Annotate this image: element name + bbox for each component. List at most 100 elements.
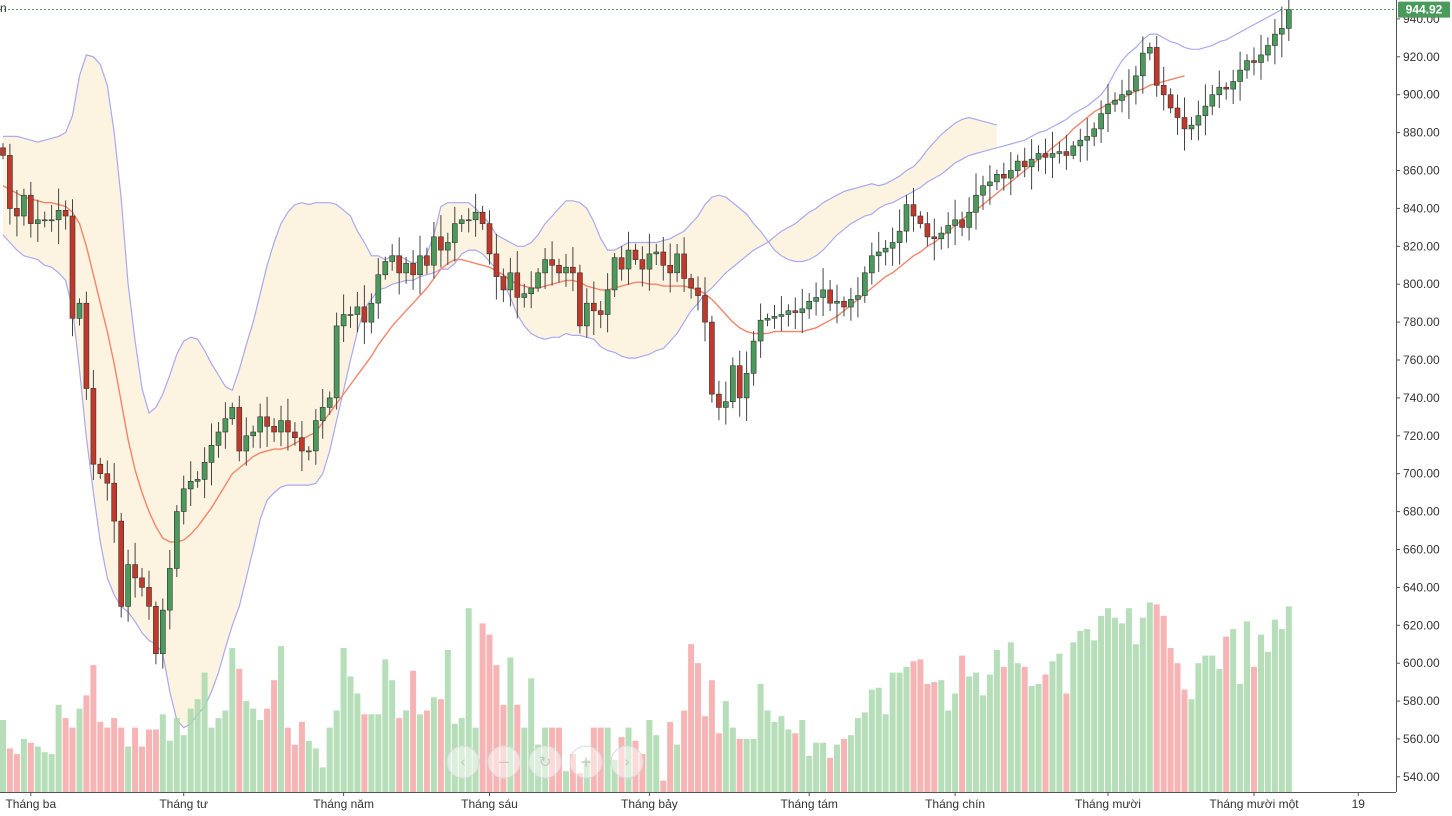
candle-body bbox=[1084, 136, 1090, 141]
candle-body bbox=[653, 251, 660, 255]
candle-body bbox=[347, 314, 354, 316]
candlestick bbox=[396, 237, 403, 295]
volume-bar bbox=[1230, 629, 1237, 792]
bollinger-upper-line bbox=[3, 8, 1283, 415]
candle-body bbox=[472, 211, 479, 221]
chart-navigation[interactable]: ‹ − ↻ + › bbox=[446, 745, 644, 779]
volume-bar bbox=[479, 623, 486, 792]
scroll-left-button[interactable]: ‹ bbox=[446, 745, 480, 779]
volume-bar bbox=[236, 668, 243, 792]
volume-bar bbox=[708, 680, 715, 792]
candle-body bbox=[451, 223, 458, 243]
bollinger-bands bbox=[2, 8, 1283, 729]
volume-bar bbox=[375, 714, 382, 792]
volume-bar bbox=[771, 721, 778, 792]
candlestick bbox=[590, 281, 597, 335]
price-tick-label: 780.00 bbox=[1403, 315, 1440, 329]
volume-bar bbox=[1264, 651, 1271, 792]
candle-body bbox=[1181, 117, 1188, 130]
candlestick bbox=[403, 256, 409, 284]
candle-body bbox=[882, 247, 889, 253]
volume-bar bbox=[764, 710, 771, 792]
candle-body bbox=[1070, 145, 1077, 156]
volume-bar bbox=[284, 727, 291, 792]
candlestick bbox=[104, 460, 111, 501]
candlestick bbox=[187, 461, 194, 506]
price-tick-label: 700.00 bbox=[1403, 467, 1440, 481]
volume-bar bbox=[333, 710, 340, 792]
candle-body bbox=[1244, 60, 1250, 71]
candle-body bbox=[424, 255, 430, 266]
volume-bar bbox=[62, 718, 69, 792]
candlestick bbox=[340, 294, 347, 342]
volume-bar bbox=[132, 727, 139, 792]
volume-bar bbox=[139, 746, 145, 792]
candlestick bbox=[472, 193, 479, 237]
volume-bar bbox=[1084, 629, 1091, 792]
scroll-right-button[interactable]: › bbox=[610, 745, 644, 779]
volume-bar bbox=[396, 718, 403, 792]
date-tick-label: Tháng tám bbox=[781, 797, 838, 811]
zoom-out-button-circle[interactable] bbox=[487, 745, 521, 779]
candle-body bbox=[611, 257, 618, 291]
zoom-in-button[interactable]: + bbox=[569, 745, 603, 779]
candle-body bbox=[486, 223, 493, 255]
volume-bar bbox=[69, 727, 76, 792]
volume-bar bbox=[215, 718, 222, 792]
candle-body bbox=[1042, 153, 1049, 158]
candle-body bbox=[632, 249, 639, 260]
candlestick bbox=[695, 276, 701, 311]
candlestick bbox=[1021, 147, 1028, 178]
candlestick bbox=[917, 211, 924, 229]
date-tick-label: Tháng năm bbox=[313, 797, 374, 811]
volume-bar bbox=[681, 710, 688, 792]
candlestick bbox=[299, 421, 305, 472]
candle-body bbox=[333, 325, 340, 399]
candlestick bbox=[861, 266, 868, 303]
date-tick-label: Tháng mười bbox=[1075, 797, 1141, 811]
zoom-in-button-circle[interactable] bbox=[569, 745, 603, 779]
zoom-out-button[interactable]: − bbox=[487, 745, 521, 779]
volume-bar bbox=[382, 659, 389, 792]
candle-body bbox=[250, 431, 256, 437]
volume-bar bbox=[924, 684, 931, 792]
volume-bar bbox=[896, 672, 903, 792]
volume-bar bbox=[180, 735, 187, 792]
volume-bar bbox=[1070, 642, 1077, 792]
candlestick bbox=[465, 208, 472, 233]
volume-bar bbox=[1216, 668, 1223, 792]
candlestick bbox=[597, 300, 604, 329]
candle-body bbox=[319, 407, 326, 421]
candlestick bbox=[55, 188, 62, 244]
volume-bar bbox=[229, 648, 236, 792]
reset-button[interactable]: ↻ bbox=[528, 745, 562, 779]
candle-body bbox=[125, 564, 131, 607]
scroll-right-button-circle[interactable] bbox=[610, 745, 644, 779]
zoom-in-icon: + bbox=[580, 753, 593, 771]
candle-body bbox=[889, 242, 896, 249]
candlestick bbox=[1202, 84, 1209, 136]
candle-body bbox=[597, 310, 604, 315]
candlestick bbox=[69, 199, 76, 337]
candle-body bbox=[417, 255, 423, 276]
volume-bar bbox=[0, 720, 6, 792]
candlestick bbox=[285, 398, 291, 451]
candlestick bbox=[27, 181, 34, 238]
candlestick bbox=[834, 284, 840, 324]
candle-body bbox=[604, 289, 611, 315]
volume-bar bbox=[1209, 655, 1216, 792]
candlestick bbox=[431, 221, 437, 279]
price-tick-label: 600.00 bbox=[1403, 656, 1440, 670]
candlestick bbox=[688, 273, 694, 299]
candlestick bbox=[215, 422, 222, 458]
candlestick bbox=[1195, 100, 1202, 141]
candle-body bbox=[83, 302, 90, 389]
candle-body bbox=[368, 302, 375, 323]
reset-button-circle[interactable] bbox=[528, 745, 562, 779]
volume-bar bbox=[611, 759, 618, 792]
candle-body bbox=[160, 609, 166, 654]
volume-bar bbox=[646, 720, 653, 792]
scroll-left-button-circle[interactable] bbox=[446, 745, 480, 779]
candlestick bbox=[1000, 162, 1007, 191]
candlestick bbox=[514, 251, 521, 319]
